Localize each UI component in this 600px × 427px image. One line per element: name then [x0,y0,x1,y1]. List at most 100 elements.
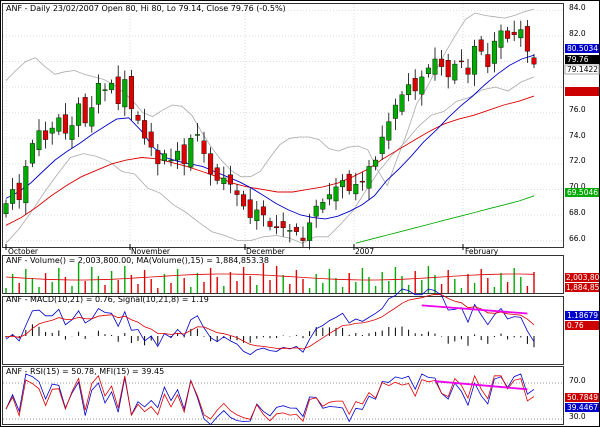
candle-body [458,60,464,63]
candle-body [102,89,108,91]
tag-ma-fast [565,44,599,53]
candle-body [379,136,385,154]
candle-body [260,206,266,216]
candle-body [29,143,35,164]
candle-body [135,115,141,121]
price-tick-84: 84.0 [569,3,586,12]
candle-body [452,63,458,81]
candle-body [267,221,273,227]
mfi-line [5,373,535,426]
candle-body [307,222,313,241]
candle-body [181,144,187,165]
candle-body [188,138,194,168]
candle-body [326,194,332,200]
rsi-trendline [434,380,528,391]
price-title: ANF - Daily 23/02/2007 Open 80, Hi 80, L… [6,4,286,13]
candle-body [128,76,134,110]
candle-body [505,30,511,39]
rsi-tick-30: 30.0 [569,412,586,421]
tag-close [565,55,599,64]
tag-rsi-value: 50.7849 [567,393,598,402]
candle-body [445,60,451,78]
price-tick-76: 76.0 [569,105,586,114]
candle-body [36,130,42,150]
month-label-oct: October [8,247,39,256]
candle-body [221,177,227,184]
price-axis: 84.0 82.0 76.0 74.0 72.0 70.0 68.0 66.0 [569,3,586,243]
macd-trendline [421,304,528,315]
candle-body [234,190,240,195]
month-grid [5,4,464,250]
month-label-feb: February [465,247,499,256]
candle-body [122,79,128,108]
price-tick-82: 82.0 [569,29,586,38]
candle-body [518,29,524,39]
tag-macd [565,311,599,320]
candle-body [300,237,306,241]
volume-ma-line [5,273,535,281]
candle-body [109,83,115,90]
candle-body [399,94,405,112]
candle-body [359,180,365,183]
candle-body [62,114,68,134]
tag-signal-value: 0.76 [567,321,584,330]
candle-body [340,180,346,188]
candle-body [95,83,101,105]
candle-body [419,76,425,95]
candle-body [16,182,22,200]
ma-slow-line [5,95,535,226]
month-label-dec: December [246,247,286,256]
candle-body [208,153,214,175]
candle-body [254,209,260,221]
candle-body [3,203,9,214]
macd-line [5,288,535,356]
month-label-nov: November [131,247,171,256]
price-tick-72: 72.0 [569,156,586,165]
volume-title: ANF - Volume() = 2,003,800.00, MA(Volume… [6,256,269,265]
candle-body [10,189,16,204]
candle-body [412,77,418,92]
candle-body [56,117,62,132]
candle-body [465,67,471,75]
rsi-tick-70: 70.0 [569,376,586,385]
candle-body [280,221,286,229]
candle-body [49,127,55,134]
candle-body [274,226,280,229]
candle-body [82,97,88,124]
candle-body [531,57,537,65]
candle-body [472,46,478,75]
candle-body [432,58,438,75]
tag-volume [565,273,599,282]
bollinger-upper-line [5,8,535,187]
tag-bb [564,64,600,75]
price-tick-66: 66.0 [569,234,586,243]
candle-body [313,205,319,217]
candle-body [491,40,497,64]
candle-body [293,226,299,232]
tag-macd-value: 1.18679 [567,311,598,320]
candle-body [201,140,207,154]
candle-body [155,150,161,165]
candle-body [89,107,95,127]
candle-body [425,67,431,74]
candle-body [168,159,174,162]
tag-mfi [565,403,599,412]
candle-body [478,39,484,52]
candle-body [287,230,293,232]
candle-body [333,186,339,202]
candle-body [69,125,75,140]
chart-marks [3,8,563,426]
tag-ma-long [565,188,599,197]
tag-volume-ma-value: 1,884,853 [566,283,600,292]
macd-panel [2,296,564,365]
candle-body [175,150,181,161]
tag-volume-ma [565,283,599,292]
candle-body [142,120,148,139]
volume-panel [2,255,564,294]
candle-body [366,166,372,189]
candle-body [76,103,82,126]
tag-signal [565,321,599,330]
